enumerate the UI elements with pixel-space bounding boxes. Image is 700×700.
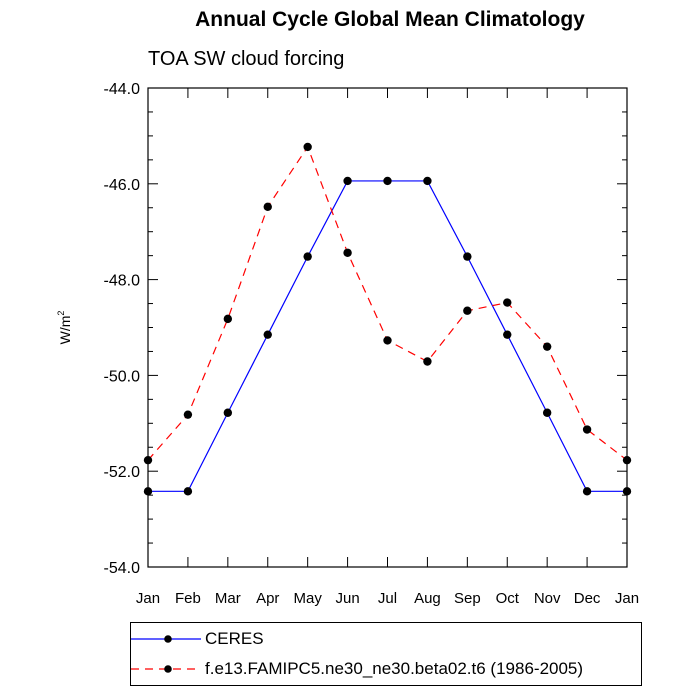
data-point-series-0 xyxy=(622,487,632,496)
x-tick-label: Aug xyxy=(414,590,441,607)
y-tick-label: -44.0 xyxy=(104,81,141,98)
x-tick-label: Apr xyxy=(256,590,279,607)
y-tick-label: -50.0 xyxy=(104,368,141,385)
y-tick-label: -46.0 xyxy=(104,177,141,194)
y-tick-label: -54.0 xyxy=(104,560,141,577)
x-tick-label: Sep xyxy=(454,590,481,607)
data-point-series-1 xyxy=(622,455,632,465)
data-point-series-1 xyxy=(183,410,193,419)
x-tick-label: May xyxy=(293,590,322,607)
series-line-1 xyxy=(147,145,628,461)
y-tick-label: -52.0 xyxy=(104,464,141,481)
legend-label-model: f.e13.FAMIPC5.ne30_ne30.beta02.t6 (1986-… xyxy=(205,659,584,678)
data-point-series-0 xyxy=(582,487,592,496)
data-point-series-1 xyxy=(383,336,392,345)
x-tick-label: Jun xyxy=(335,590,359,607)
chart-title: Annual Cycle Global Mean Climatology xyxy=(195,8,585,31)
chart-subtitle: TOA SW cloud forcing xyxy=(148,48,345,70)
x-tick-label: Mar xyxy=(215,590,241,607)
data-point-series-1 xyxy=(263,202,272,211)
data-point-series-0 xyxy=(423,176,432,186)
x-tick-label: Jul xyxy=(378,590,397,607)
data-point-series-0 xyxy=(343,176,352,186)
x-tick-label: Feb xyxy=(175,590,201,607)
data-point-series-0 xyxy=(263,330,272,339)
x-tick-label: Jan xyxy=(615,590,639,607)
data-point-series-0 xyxy=(542,408,552,417)
data-point-series-1 xyxy=(143,455,153,465)
data-point-series-1 xyxy=(223,314,233,324)
data-point-series-1 xyxy=(542,342,552,351)
data-point-series-1 xyxy=(463,306,472,315)
plot-frame xyxy=(147,87,628,568)
legend-marker-ceres xyxy=(131,635,201,643)
legend-item-ceres: CERES xyxy=(131,626,264,652)
data-point-series-0 xyxy=(463,252,472,261)
data-point-series-0 xyxy=(303,252,312,261)
x-tick-label: Jan xyxy=(136,590,160,607)
data-point-series-0 xyxy=(503,330,512,339)
data-point-series-0 xyxy=(223,408,233,417)
series-line-0 xyxy=(148,180,627,492)
legend-marker-model xyxy=(131,665,201,673)
legend-label-ceres: CERES xyxy=(205,629,264,648)
y-tick-label: -48.0 xyxy=(104,273,141,290)
legend: CERES f.e13.FAMIPC5.ne30_ne30.beta02.t6 … xyxy=(130,622,642,686)
data-point-series-0 xyxy=(143,487,153,496)
data-point-series-1 xyxy=(423,357,432,366)
data-point-series-0 xyxy=(183,487,193,496)
data-point-series-1 xyxy=(343,248,352,257)
data-point-series-1 xyxy=(582,425,592,434)
y-axis-label: W/m2 xyxy=(56,311,73,345)
data-point-series-0 xyxy=(383,176,392,186)
x-tick-label: Nov xyxy=(534,590,561,607)
x-tick-label: Dec xyxy=(574,590,601,607)
data-point-series-1 xyxy=(503,298,512,307)
data-point-series-1 xyxy=(303,142,312,152)
legend-item-model: f.e13.FAMIPC5.ne30_ne30.beta02.t6 (1986-… xyxy=(131,656,583,682)
x-tick-label: Oct xyxy=(496,590,520,607)
